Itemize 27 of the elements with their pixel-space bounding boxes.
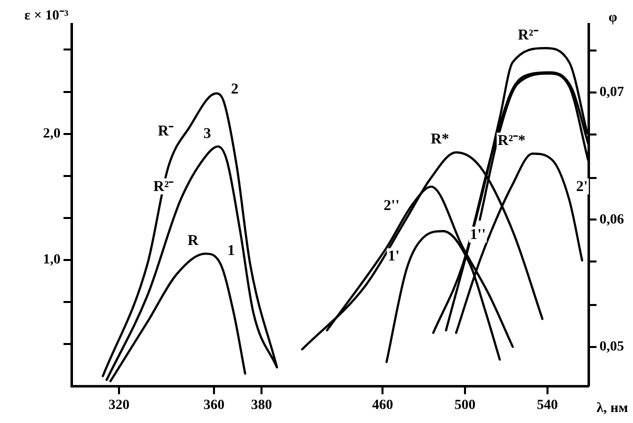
annotation: 1' <box>388 248 400 265</box>
x-tick-label: 360 <box>204 398 224 414</box>
annotation: 2'' <box>384 198 400 214</box>
annotation: 2' <box>576 178 588 195</box>
x-tick-label: 540 <box>536 398 558 414</box>
y-tick-label: 0,06 <box>600 212 624 228</box>
x-tick-label: 500 <box>454 398 476 414</box>
y-axis-title: φ <box>608 10 618 26</box>
y-tick-label: 1,0 <box>43 252 60 268</box>
annotation: R²⁻* <box>498 133 526 150</box>
annotation: R²⁻ <box>153 178 174 195</box>
y-tick-label: 2,0 <box>43 126 60 142</box>
annotation: 1 <box>227 243 235 260</box>
y-tick-label: 0,05 <box>600 339 624 354</box>
annotation: 2 <box>230 82 238 98</box>
annotation: R²⁻ <box>518 28 538 44</box>
annotation: 3 <box>204 126 212 142</box>
x-tick-label: 320 <box>108 398 130 414</box>
x-tick-label: 380 <box>251 398 272 414</box>
annotation: R⁻ <box>158 123 174 140</box>
x-axis-title: λ, нм <box>596 400 628 416</box>
annotation: R* <box>430 132 450 148</box>
annotation: 1'' <box>470 227 486 244</box>
y-tick-label: 0,07 <box>600 85 624 100</box>
annotation: R <box>188 233 199 250</box>
x-tick-label: 460 <box>372 398 394 414</box>
y-axis-title: ε × 10⁻³ <box>24 8 68 24</box>
